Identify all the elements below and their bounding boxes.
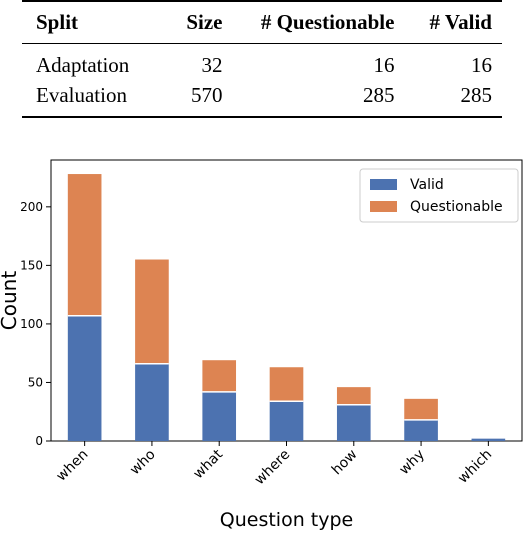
x-tick-label-when: when (53, 447, 91, 485)
table-row: Adaptation 32 16 16 (22, 44, 502, 81)
y-tick-label: 200 (20, 200, 43, 214)
bar-questionable-where (269, 367, 304, 402)
bar-valid-why (404, 419, 438, 441)
header-valid: # Valid (394, 1, 502, 44)
header-questionable: # Questionable (222, 1, 395, 44)
question-type-chart-container: 0 50 100 150 200 when who what where how why which… (0, 150, 528, 532)
bar-questionable-who (135, 259, 169, 364)
chart-legend: Valid Questionable (359, 168, 519, 223)
header-split: Split (22, 1, 179, 44)
cell-questionable: 16 (373, 52, 395, 77)
legend-label-valid: Valid (410, 177, 444, 193)
y-ticks: 0 50 100 150 200 (20, 200, 51, 448)
x-tick-label-who: who (127, 447, 159, 479)
bar-valid-who (135, 363, 169, 441)
split-statistics-table-container: Split Size # Questionable # Valid Adapta… (22, 0, 502, 118)
bar-valid-where (269, 401, 304, 441)
x-axis-label: Question type (220, 509, 353, 531)
x-tick-label-why: why (396, 447, 428, 479)
header-size: Size (178, 1, 223, 44)
bar-valid-what (202, 391, 237, 441)
bar-questionable-how (336, 387, 371, 405)
bar-valid-which (471, 438, 506, 441)
legend-swatch-valid (370, 179, 397, 190)
bar-questionable-why (404, 398, 438, 420)
y-axis-label: Count (0, 271, 21, 331)
cell-valid: 285 (460, 82, 493, 107)
x-tick-label-what: what (190, 446, 226, 482)
cell-questionable: 285 (362, 82, 395, 107)
x-tick-label-which: which (455, 447, 495, 487)
split-statistics-table: Split Size # Questionable # Valid Adapta… (22, 0, 502, 118)
y-tick-label: 150 (20, 258, 43, 272)
cell-split: Adaptation (36, 52, 130, 77)
cell-size: 570 (191, 82, 223, 107)
x-ticks: when who what where how why which (53, 441, 495, 488)
legend-label-questionable: Questionable (410, 199, 503, 215)
y-tick-label: 0 (35, 434, 43, 448)
cell-split: Evaluation (36, 82, 127, 107)
x-tick-label-where: where (252, 447, 294, 489)
bar-valid-when (67, 315, 102, 441)
bar-questionable-what (202, 360, 237, 392)
question-type-chart: 0 50 100 150 200 when who what where how why which… (0, 159, 523, 531)
table-header-row: Split Size # Questionable # Valid (22, 1, 502, 44)
x-tick-label-how: how (329, 447, 361, 479)
bar-valid-how (336, 404, 371, 441)
legend-box (359, 168, 519, 223)
cell-size: 32 (201, 52, 223, 77)
chart-bars (67, 174, 506, 441)
bar-questionable-when (67, 174, 102, 316)
y-tick-label: 100 (20, 317, 43, 331)
legend-swatch-questionable (370, 201, 397, 212)
cell-valid: 16 (471, 52, 492, 77)
y-tick-label: 50 (28, 375, 43, 389)
table-row: Evaluation 570 285 285 (22, 80, 502, 117)
